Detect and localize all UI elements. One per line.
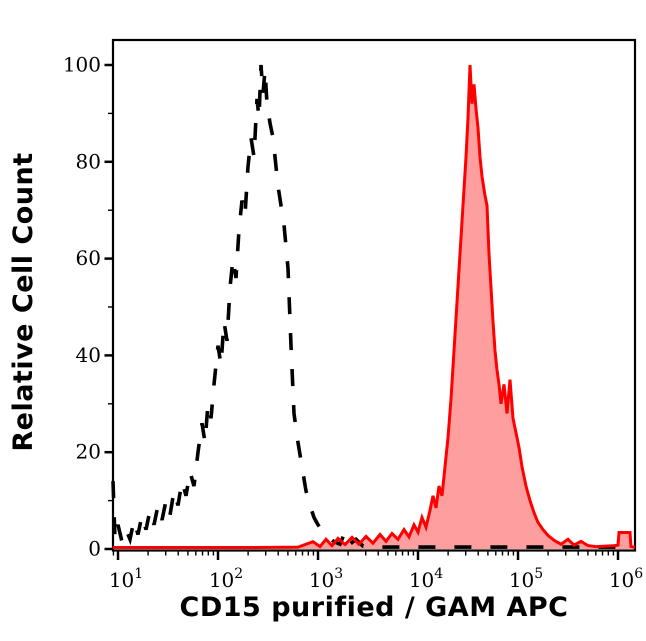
y-axis-title: Relative Cell Count: [8, 152, 39, 452]
cd15-histogram-area: [113, 65, 635, 549]
y-axis-tick-label: 60: [76, 246, 101, 270]
y-axis-tick-label: 100: [63, 53, 101, 77]
x-axis-tick-label: 103: [309, 566, 343, 592]
cd15-histogram-curve: [113, 64, 636, 549]
plot-frame: [111, 38, 637, 552]
x-axis-tick-label: 106: [609, 566, 643, 592]
x-axis-tick-label: 104: [409, 566, 443, 592]
y-axis-tick-label: 0: [88, 537, 101, 561]
x-axis-tick-label: 105: [509, 566, 543, 592]
x-axis-title: CD15 purified / GAM APC: [179, 592, 569, 623]
y-axis-tick-label: 80: [76, 149, 101, 173]
y-axis-tick-label: 40: [76, 343, 101, 367]
x-axis-tick-label: 101: [109, 566, 143, 592]
control-histogram-curve: [111, 64, 635, 549]
x-axis-tick-label: 102: [209, 566, 243, 592]
y-axis-tick-label: 20: [76, 440, 101, 464]
